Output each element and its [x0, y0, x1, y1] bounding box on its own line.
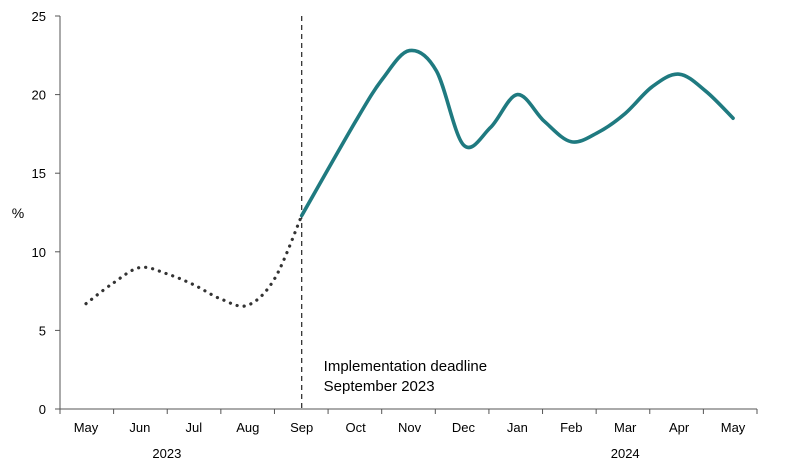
y-tick-label: 10 — [32, 245, 46, 260]
y-axis-label: % — [12, 205, 24, 221]
x-tick-label: Aug — [236, 420, 259, 435]
y-tick-label: 0 — [39, 402, 46, 417]
x-tick-label: Mar — [614, 420, 637, 435]
annotation-line-1: Implementation deadline — [324, 358, 487, 375]
x-tick-label: May — [721, 420, 746, 435]
x-tick-label: Feb — [560, 420, 582, 435]
post-deadline-series-line — [299, 48, 735, 218]
y-tick-label: 20 — [32, 88, 46, 103]
y-tick-label: 5 — [39, 323, 46, 338]
x-tick-label: Dec — [452, 420, 476, 435]
annotation-line-2: September 2023 — [324, 378, 435, 395]
x-tick-label: Jul — [186, 420, 203, 435]
x-tick-label: Jan — [507, 420, 528, 435]
year-label: 2023 — [152, 446, 181, 461]
x-tick-label: Jun — [129, 420, 150, 435]
y-tick-label: 25 — [32, 9, 46, 24]
pre-deadline-series-line — [84, 214, 304, 308]
year-label: 2024 — [611, 446, 640, 461]
x-tick-label: Nov — [398, 420, 422, 435]
x-tick-label: Apr — [669, 420, 690, 435]
y-tick-label: 15 — [32, 166, 46, 181]
x-tick-label: May — [74, 420, 99, 435]
x-tick-label: Oct — [345, 420, 366, 435]
x-tick-label: Sep — [290, 420, 313, 435]
